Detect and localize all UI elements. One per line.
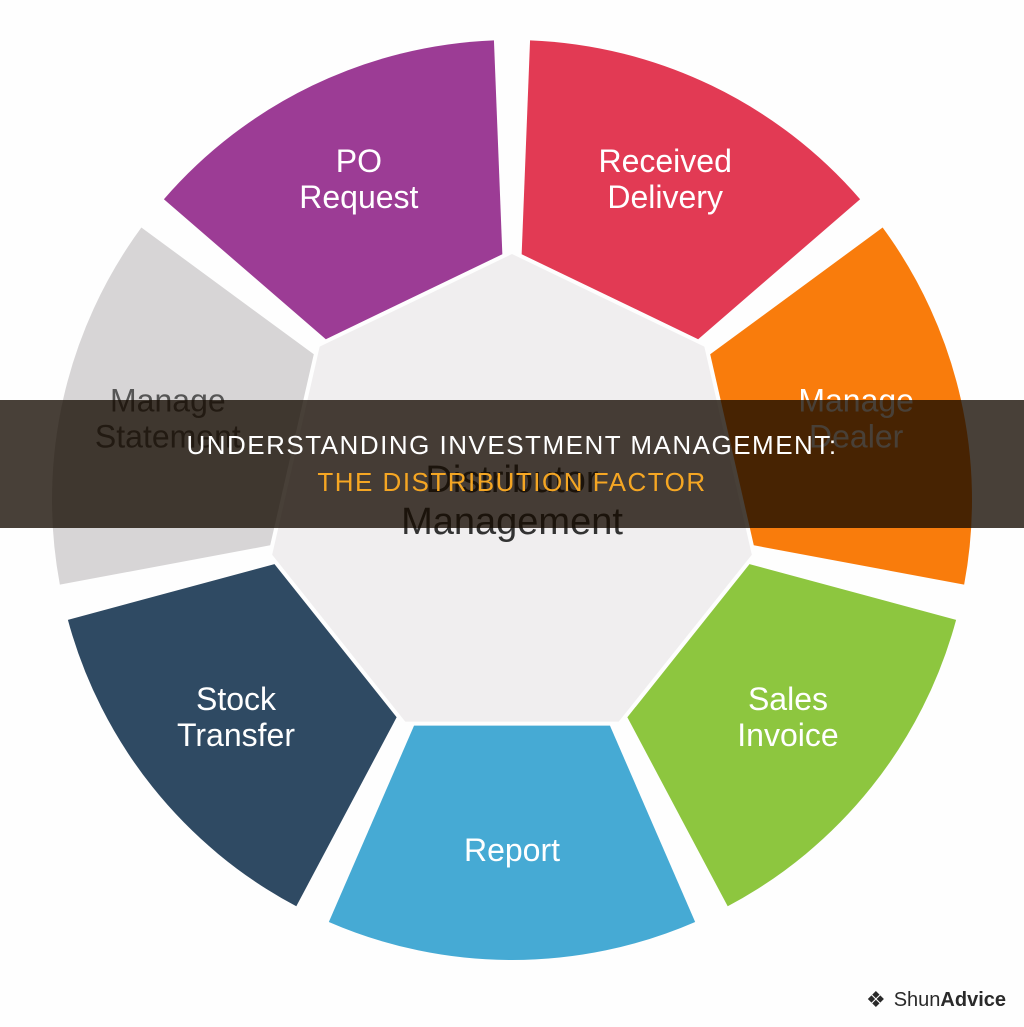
infographic-stage: { "chart": { "type": "donut-segmented", … bbox=[0, 0, 1024, 1027]
segment-label-1: ReceivedDelivery bbox=[598, 143, 731, 215]
segment-label-4: Report bbox=[464, 832, 560, 868]
brand-badge: ❖ ShunAdvice bbox=[866, 987, 1006, 1013]
brand-name: ShunAdvice bbox=[894, 989, 1006, 1012]
overlay-line-1: UNDERSTANDING INVESTMENT MANAGEMENT: bbox=[20, 430, 1004, 461]
segment-label-3: SalesInvoice bbox=[737, 682, 838, 754]
brand-logo-icon: ❖ bbox=[866, 987, 886, 1013]
overlay-line-2: THE DISTRIBUTION FACTOR bbox=[20, 467, 1004, 498]
title-overlay: UNDERSTANDING INVESTMENT MANAGEMENT: THE… bbox=[0, 400, 1024, 528]
